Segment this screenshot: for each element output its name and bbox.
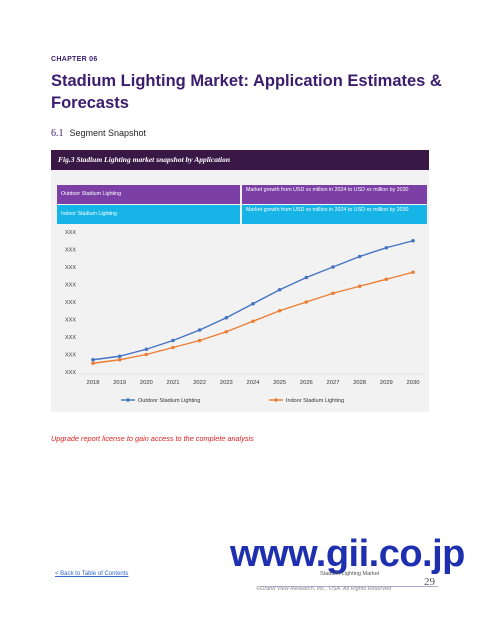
data-point — [251, 319, 255, 324]
data-point — [144, 347, 149, 352]
data-point — [251, 301, 255, 306]
upgrade-notice: Upgrade report license to gain access to… — [51, 434, 254, 443]
line-chart: XXX XXX XXX XXX XXX XXX XXX XXX XXX 2018 2019 2020 2… — [65, 230, 425, 404]
segment-row-indoor: Indoor Stadium Lighting Market growth fr… — [57, 205, 427, 224]
section-number: 6.1 — [51, 128, 64, 139]
figure-caption: Fig.3 Stadium Lighting market snapshot b… — [58, 155, 231, 164]
footer-report-name: Stadium Lighting Market — [320, 571, 380, 577]
x-tick-label: 2019 — [113, 380, 126, 386]
figure-caption-bar: Fig.3 Stadium Lighting market snapshot b… — [51, 150, 429, 170]
segment-name-cell: Outdoor Stadium Lighting — [57, 185, 240, 204]
segment-growth: Market growth from USD xx million in 202… — [246, 207, 409, 213]
segment-growth-cell: Market growth from USD xx million in 202… — [242, 185, 427, 204]
x-tick-label: 2022 — [193, 380, 206, 386]
data-point — [331, 265, 335, 269]
data-point — [91, 361, 95, 366]
x-tick-label: 2024 — [247, 380, 261, 386]
data-point — [331, 291, 335, 296]
data-point — [224, 329, 229, 334]
chapter-label: CHAPTER 06 — [51, 56, 98, 63]
y-tick-label: XXX — [65, 300, 76, 306]
y-tick-label: XXX — [65, 353, 76, 359]
data-point — [411, 238, 415, 243]
x-tick-label: 2020 — [140, 380, 153, 386]
x-tick-label: 2030 — [407, 380, 420, 386]
data-point — [411, 270, 415, 275]
x-tick-label: 2023 — [220, 380, 233, 386]
watermark-logo: www.gii.co.jp — [230, 533, 465, 575]
x-tick-label: 2029 — [380, 380, 393, 386]
section-heading: 6.1 Segment Snapshot — [51, 128, 146, 139]
x-tick-label: 2028 — [353, 380, 366, 386]
data-point — [384, 277, 389, 282]
x-tick-label: 2025 — [273, 380, 286, 386]
data-point — [357, 284, 362, 289]
y-tick-label: XXX — [65, 318, 76, 324]
footer-divider — [260, 586, 438, 587]
data-point — [224, 315, 229, 320]
series-line-1 — [92, 271, 414, 364]
copyright-text: ©Grand View Research, Inc., USA. All Rig… — [256, 586, 392, 592]
data-point — [277, 287, 282, 292]
data-point — [117, 357, 122, 362]
y-tick-label: XXX — [65, 283, 76, 289]
data-point — [357, 254, 362, 259]
data-point — [117, 354, 122, 359]
data-point — [384, 245, 389, 250]
y-tick-label: XXX — [65, 265, 76, 271]
data-point — [91, 357, 95, 362]
series-line-0 — [92, 240, 414, 361]
x-tick-label: 2026 — [300, 380, 313, 386]
segment-growth-cell: Market growth from USD xx million in 202… — [242, 205, 427, 224]
segment-name: Outdoor Stadium Lighting — [61, 191, 122, 197]
data-point — [171, 345, 175, 350]
legend-marker — [126, 398, 130, 402]
section-title: Segment Snapshot — [69, 128, 147, 138]
x-tick-label: 2018 — [87, 380, 100, 386]
segment-row-outdoor: Outdoor Stadium Lighting Market growth f… — [57, 185, 427, 204]
data-point — [197, 328, 202, 332]
page-title: Stadium Lighting Market: Application Est… — [51, 72, 442, 112]
y-tick-label: XXX — [65, 335, 76, 341]
page-number: 29 — [424, 576, 435, 588]
legend-marker — [274, 398, 278, 402]
data-point — [171, 338, 175, 343]
y-tick-label: XXX — [65, 370, 76, 376]
segment-growth: Market growth from USD xx million in 202… — [246, 187, 409, 193]
data-point — [304, 300, 309, 304]
data-point — [144, 352, 149, 357]
back-to-toc-link[interactable]: < Back to Table of Contents — [55, 571, 129, 577]
x-tick-label: 2027 — [327, 380, 340, 386]
data-point — [197, 338, 202, 343]
legend-label: Indoor Stadium Lighting — [286, 398, 344, 404]
y-tick-label: XXX — [65, 248, 76, 254]
segment-name-cell: Indoor Stadium Lighting — [57, 205, 240, 224]
legend-label: Outdoor Stadium Lighting — [138, 398, 200, 404]
data-point — [277, 308, 282, 313]
segment-name: Indoor Stadium Lighting — [61, 211, 117, 217]
x-tick-label: 2021 — [167, 380, 180, 386]
data-point — [304, 275, 309, 280]
y-tick-label: XXX — [65, 230, 76, 236]
